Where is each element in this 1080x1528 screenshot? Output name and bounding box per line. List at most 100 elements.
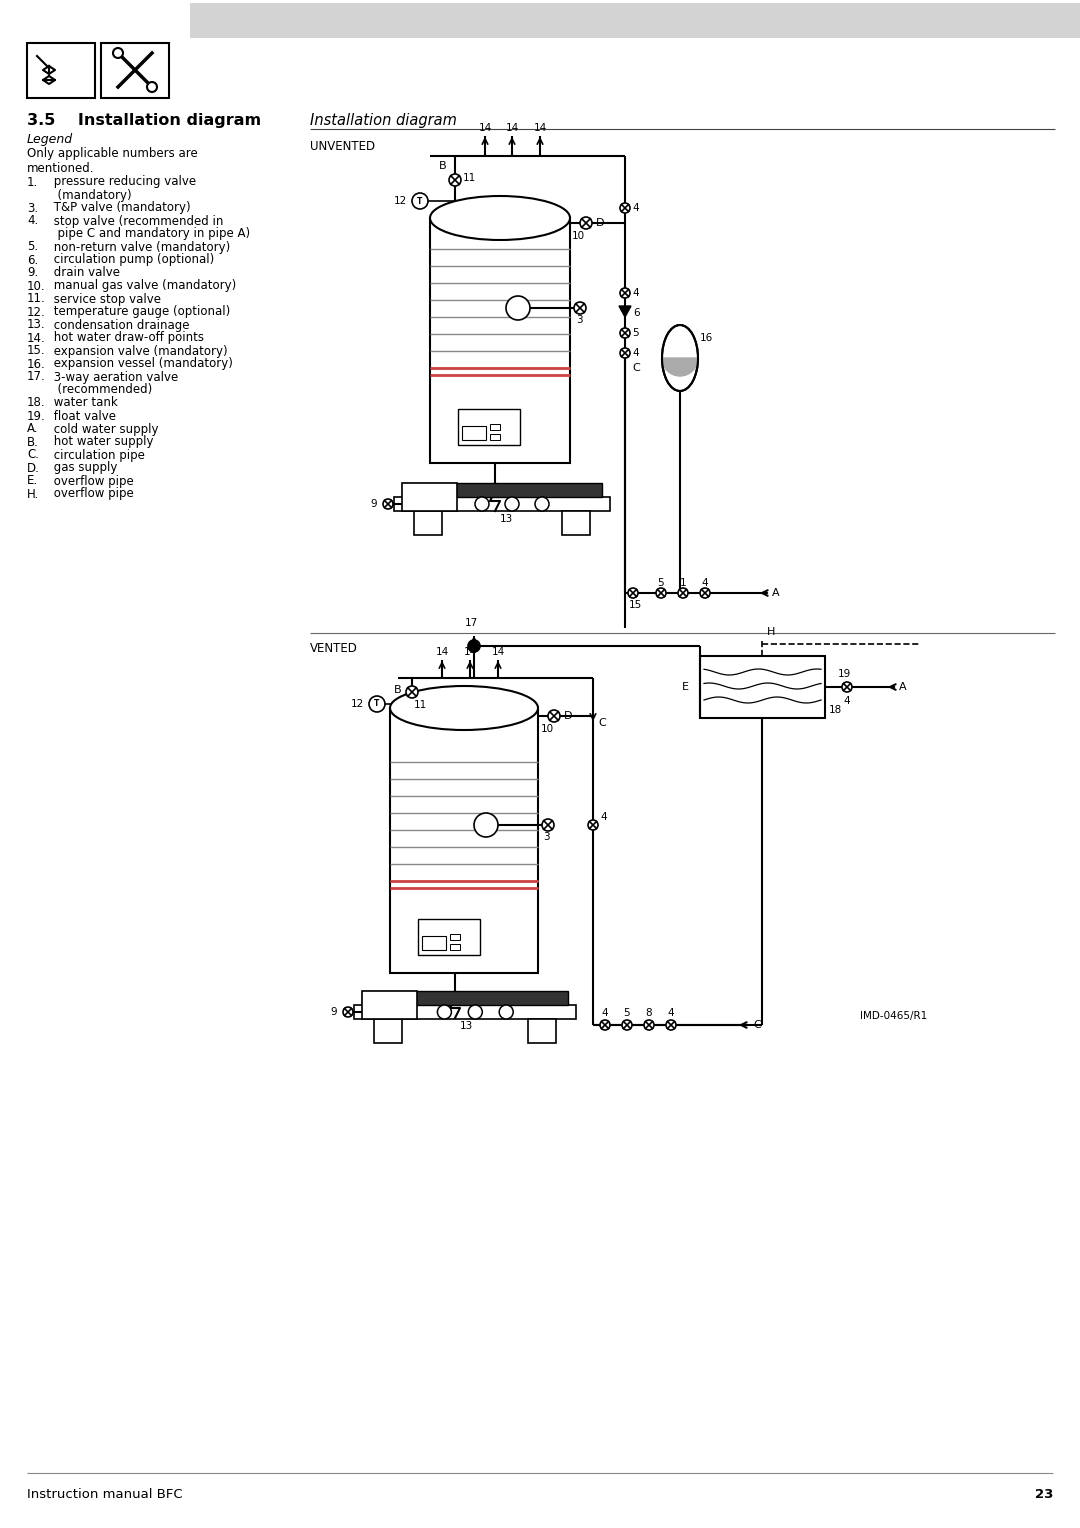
Text: drain valve: drain valve (50, 266, 120, 280)
Text: 4: 4 (667, 1008, 674, 1018)
Text: 5: 5 (658, 578, 664, 588)
Circle shape (113, 47, 123, 58)
Circle shape (548, 711, 561, 723)
Text: Only applicable numbers are: Only applicable numbers are (27, 148, 198, 160)
Text: expansion vessel (mandatory): expansion vessel (mandatory) (50, 358, 233, 370)
Text: water tank: water tank (50, 396, 118, 410)
Circle shape (535, 497, 549, 510)
Text: 6.: 6. (27, 254, 38, 266)
Bar (462, 426, 486, 440)
Bar (450, 934, 460, 940)
Text: 8: 8 (646, 1008, 652, 1018)
Ellipse shape (390, 686, 538, 730)
Text: 14: 14 (534, 122, 546, 133)
Text: E.: E. (27, 475, 38, 487)
Text: 19.: 19. (27, 410, 45, 423)
Text: temperature gauge (optional): temperature gauge (optional) (50, 306, 230, 318)
Bar (418, 918, 480, 955)
Bar (27, 43, 95, 98)
Text: 17: 17 (464, 617, 477, 628)
Text: 4.: 4. (27, 214, 38, 228)
Text: D.: D. (27, 461, 40, 475)
Text: mentioned.: mentioned. (27, 162, 95, 174)
Text: Installation diagram: Installation diagram (310, 113, 457, 127)
Circle shape (700, 588, 710, 597)
Text: E: E (681, 681, 689, 692)
Circle shape (469, 1005, 483, 1019)
Bar (374, 1019, 402, 1044)
Circle shape (449, 174, 461, 186)
Text: 12: 12 (393, 196, 407, 206)
Text: B.: B. (27, 435, 39, 449)
Text: A.: A. (27, 423, 39, 435)
Text: 17.: 17. (27, 370, 45, 384)
Circle shape (505, 497, 519, 510)
Text: circulation pump (optional): circulation pump (optional) (50, 254, 214, 266)
Text: service stop valve: service stop valve (50, 292, 161, 306)
Text: 14: 14 (491, 646, 504, 657)
Text: 18.: 18. (27, 396, 45, 410)
Bar (458, 410, 519, 445)
Ellipse shape (430, 196, 570, 240)
Circle shape (147, 83, 157, 92)
Circle shape (656, 588, 666, 597)
Bar (490, 434, 500, 440)
Text: manual gas valve (mandatory): manual gas valve (mandatory) (50, 280, 237, 292)
Circle shape (620, 287, 630, 298)
Circle shape (620, 329, 630, 338)
Text: 12.: 12. (27, 306, 45, 318)
Text: C: C (632, 364, 639, 373)
Text: 3-way aeration valve: 3-way aeration valve (50, 370, 178, 384)
Bar (402, 483, 457, 510)
Circle shape (842, 681, 852, 692)
Text: 16.: 16. (27, 358, 45, 370)
Circle shape (343, 1007, 353, 1018)
Text: 4: 4 (843, 695, 850, 706)
Bar (390, 707, 538, 973)
Text: overflow pipe: overflow pipe (50, 487, 134, 501)
Bar (562, 510, 590, 535)
Bar (362, 992, 568, 1005)
Text: gas supply: gas supply (50, 461, 118, 475)
Wedge shape (662, 358, 698, 376)
Text: non-return valve (mandatory): non-return valve (mandatory) (50, 240, 230, 254)
Text: 4: 4 (632, 287, 638, 298)
Text: cold water supply: cold water supply (50, 423, 159, 435)
Text: 16: 16 (700, 333, 713, 342)
Text: 4: 4 (702, 578, 708, 588)
Circle shape (622, 1021, 632, 1030)
Bar (450, 944, 460, 950)
Text: 4: 4 (600, 811, 607, 822)
Text: circulation pipe: circulation pipe (50, 449, 145, 461)
Text: D: D (564, 711, 572, 721)
Text: 10: 10 (572, 231, 585, 241)
Circle shape (507, 296, 530, 319)
Circle shape (580, 217, 592, 229)
Text: hot water draw-off points: hot water draw-off points (50, 332, 204, 344)
Text: 23: 23 (1035, 1488, 1053, 1502)
Ellipse shape (662, 325, 698, 391)
Circle shape (573, 303, 586, 313)
Text: 11: 11 (463, 173, 476, 183)
Text: 14: 14 (478, 122, 491, 133)
Text: pipe C and mandatory in pipe A): pipe C and mandatory in pipe A) (50, 228, 251, 240)
Circle shape (620, 203, 630, 212)
Text: 1: 1 (679, 578, 686, 588)
Text: 18: 18 (829, 704, 842, 715)
Text: B: B (394, 685, 402, 695)
Text: H.: H. (27, 487, 39, 501)
Text: A: A (899, 681, 906, 692)
Text: 5: 5 (623, 1008, 631, 1018)
Text: 11: 11 (414, 700, 428, 711)
Text: 15.: 15. (27, 344, 45, 358)
Circle shape (411, 193, 428, 209)
Bar (402, 483, 602, 497)
Text: 1.: 1. (27, 176, 38, 188)
Circle shape (383, 500, 393, 509)
Text: hot water supply: hot water supply (50, 435, 153, 449)
Bar (362, 992, 417, 1019)
Text: A: A (772, 588, 780, 597)
Bar (190, 3, 1080, 38)
Text: 9.: 9. (27, 266, 38, 280)
Circle shape (627, 588, 638, 597)
